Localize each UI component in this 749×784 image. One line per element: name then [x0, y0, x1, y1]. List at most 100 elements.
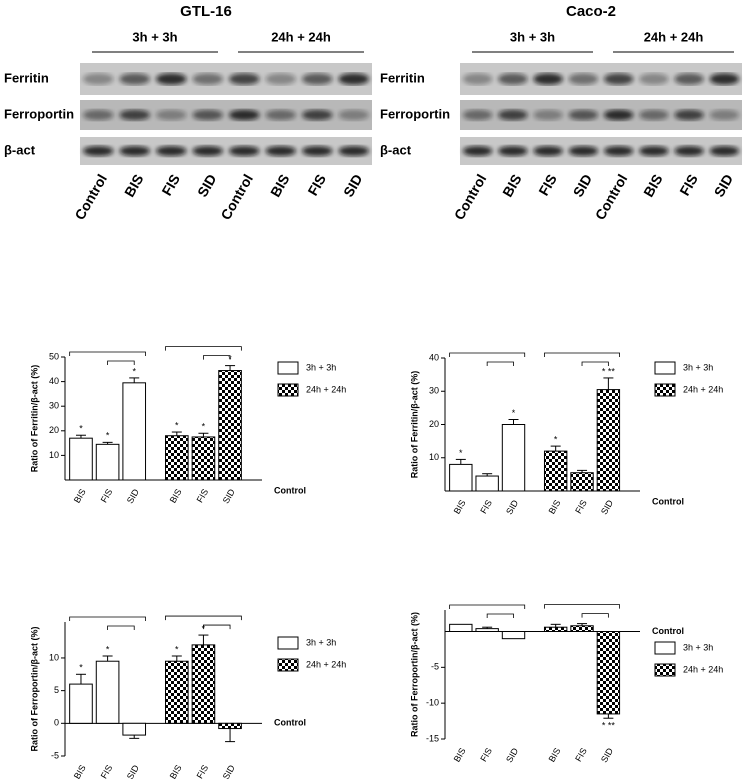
x-tick-label: FIS — [478, 746, 494, 763]
bar — [218, 722, 242, 730]
bar — [95, 443, 120, 481]
bracket — [203, 624, 231, 630]
row-label: β-act — [4, 142, 36, 157]
bar — [475, 475, 499, 492]
x-tick-label: SID — [125, 487, 141, 505]
significance: * — [79, 424, 83, 434]
blot-band — [639, 109, 669, 121]
legend-label: 24h + 24h — [683, 384, 723, 394]
bar — [69, 683, 93, 724]
bracket — [486, 361, 514, 366]
bar — [449, 623, 473, 632]
bar — [218, 370, 242, 481]
group-label: 24h + 24h — [644, 29, 704, 44]
row-label: Ferritin — [4, 70, 49, 85]
blot-band — [265, 109, 297, 121]
blot-band — [568, 73, 599, 85]
bar — [570, 472, 594, 492]
x-tick-label: FIS — [99, 487, 115, 504]
lane-label: Control — [217, 171, 256, 222]
lane-label: BIS — [121, 171, 147, 199]
legend-swatch — [654, 663, 676, 677]
bar — [543, 626, 568, 633]
bracket — [203, 355, 231, 360]
x-tick-label: FIS — [99, 763, 115, 779]
blot-band — [192, 73, 224, 85]
y-tick-label: 40 — [429, 352, 439, 362]
bar — [122, 722, 147, 736]
x-tick-label: BIS — [168, 487, 184, 505]
blot-band — [498, 145, 528, 157]
blot-title: Caco-2 — [566, 3, 616, 20]
significance: * — [106, 644, 110, 654]
bracket — [69, 351, 146, 356]
blot-band — [674, 145, 704, 157]
bracket — [544, 604, 620, 609]
lane-label: SID — [711, 171, 737, 199]
blot-band — [709, 73, 740, 85]
x-tick-label: FIS — [195, 763, 211, 779]
bar — [164, 435, 189, 481]
x-tick-label: BIS — [547, 498, 563, 516]
bar — [570, 625, 594, 632]
significance: * — [202, 422, 206, 432]
blot-band — [155, 73, 187, 85]
x-tick-label: FIS — [478, 498, 494, 515]
bar — [95, 660, 120, 724]
y-tick-label: -15 — [426, 733, 439, 743]
bracket — [107, 625, 135, 630]
lane-label: FIS — [676, 171, 701, 198]
x-tick-label: SID — [221, 487, 237, 505]
y-axis-label: Ratio of Ferritin/β-act (%) — [29, 365, 39, 473]
legend-swatch — [277, 658, 299, 672]
blot-band — [192, 109, 224, 121]
bar — [191, 436, 216, 481]
blot-band — [265, 145, 297, 157]
blot-band — [498, 73, 528, 85]
x-tick-label: BIS — [547, 746, 563, 764]
bar — [475, 628, 499, 633]
x-tick-label: BIS — [72, 763, 88, 779]
blot-band — [119, 145, 151, 157]
x-tick-label: SID — [599, 498, 615, 516]
x-tick-label: FIS — [573, 498, 589, 515]
blot-band — [82, 145, 114, 157]
x-tick-label: BIS — [168, 763, 184, 779]
lane-label: SID — [194, 171, 220, 199]
x-tick-label: SID — [125, 763, 141, 779]
x-tick-label: SID — [504, 746, 520, 764]
significance: * — [459, 448, 463, 458]
legend-swatch — [277, 636, 299, 650]
legend-swatch — [277, 361, 299, 375]
y-tick-label: 40 — [49, 376, 59, 386]
y-tick-label: -5 — [431, 662, 439, 672]
row-label: Ferroportin — [380, 106, 450, 121]
bracket — [107, 360, 135, 365]
legend-label: 3h + 3h — [306, 637, 336, 647]
annotation: Control — [274, 485, 306, 495]
blot-band — [82, 73, 114, 85]
blot-band — [301, 109, 333, 121]
x-tick-label: BIS — [452, 498, 468, 516]
blot-band — [192, 145, 224, 157]
blot-band — [338, 73, 370, 85]
group-label: 3h + 3h — [510, 29, 555, 44]
blot-band — [338, 109, 370, 121]
bracket — [449, 352, 526, 357]
blot-band — [674, 73, 704, 85]
significance: * — [79, 663, 83, 673]
blot-band — [603, 109, 634, 121]
blot-band — [533, 109, 563, 121]
bracket — [165, 346, 242, 351]
x-tick-label: SID — [504, 498, 520, 516]
lane-label: FIS — [304, 171, 329, 198]
y-tick-label: 30 — [429, 386, 439, 396]
blot-band — [603, 145, 634, 157]
group-label: 3h + 3h — [132, 29, 177, 44]
y-axis-label: Ratio of Ferroportin/β-act (%) — [29, 627, 39, 752]
lane-label: BIS — [267, 171, 293, 199]
bar — [164, 660, 189, 724]
bar — [191, 644, 216, 724]
bracket — [581, 613, 609, 618]
